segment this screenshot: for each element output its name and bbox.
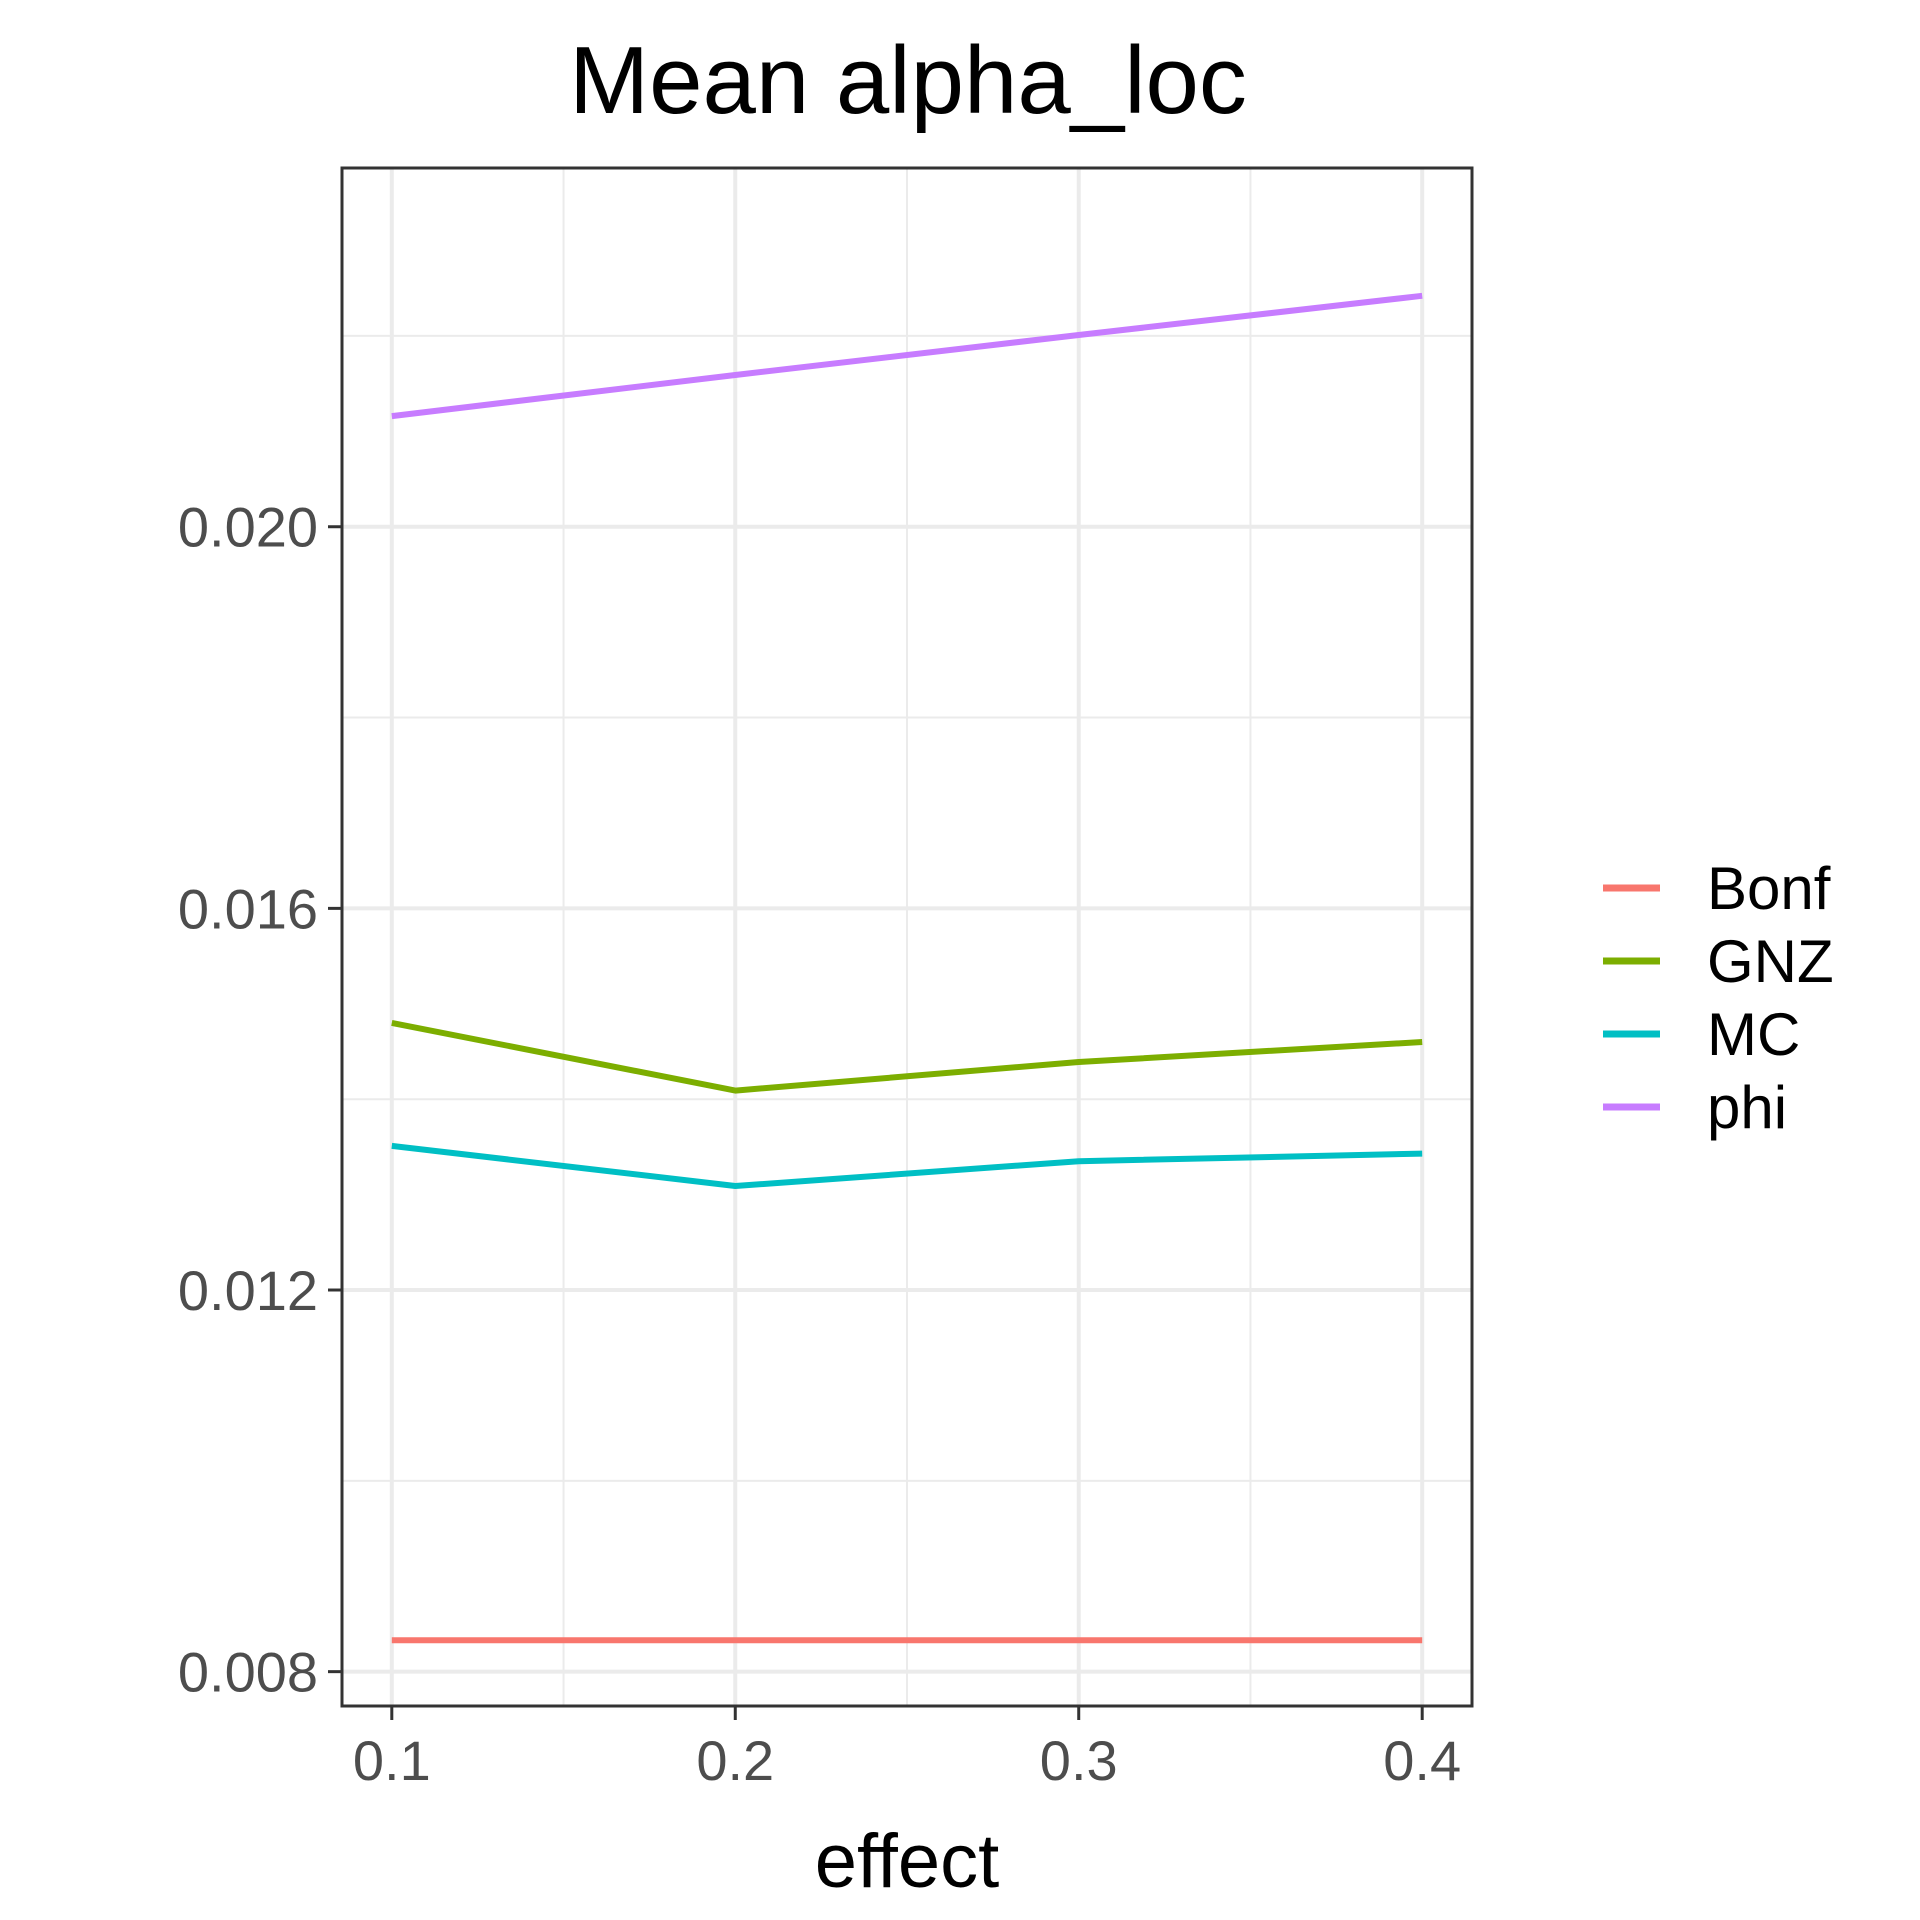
y-tick-label: 0.016 (178, 877, 318, 940)
y-tick-label: 0.012 (178, 1259, 318, 1322)
axes: 0.1 0.2 0.3 0.4 0.008 0.012 0.016 0.020 (178, 496, 1461, 1792)
chart-title: Mean alpha_loc (569, 27, 1247, 134)
legend-label-phi: phi (1707, 1074, 1787, 1141)
x-tick-label: 0.4 (1383, 1729, 1461, 1792)
series-line-gnz (391, 1019, 1423, 1094)
legend-label-bonf: Bonf (1707, 855, 1831, 922)
legend-label-gnz: GNZ (1707, 928, 1834, 995)
x-tick-label: 0.3 (1040, 1729, 1118, 1792)
y-tick-label: 0.020 (178, 496, 318, 559)
x-tick-label: 0.2 (696, 1729, 774, 1792)
series-line-mc (391, 1142, 1423, 1189)
plot-border (340, 166, 1474, 1708)
x-axis-title: effect (815, 1819, 1000, 1904)
y-tick-label: 0.008 (178, 1641, 318, 1704)
x-tick-label: 0.1 (353, 1729, 431, 1792)
series-lines (391, 292, 1423, 1644)
legend-label-mc: MC (1707, 1001, 1800, 1068)
series-line-phi (391, 292, 1423, 420)
grid-lines (342, 168, 1472, 1706)
